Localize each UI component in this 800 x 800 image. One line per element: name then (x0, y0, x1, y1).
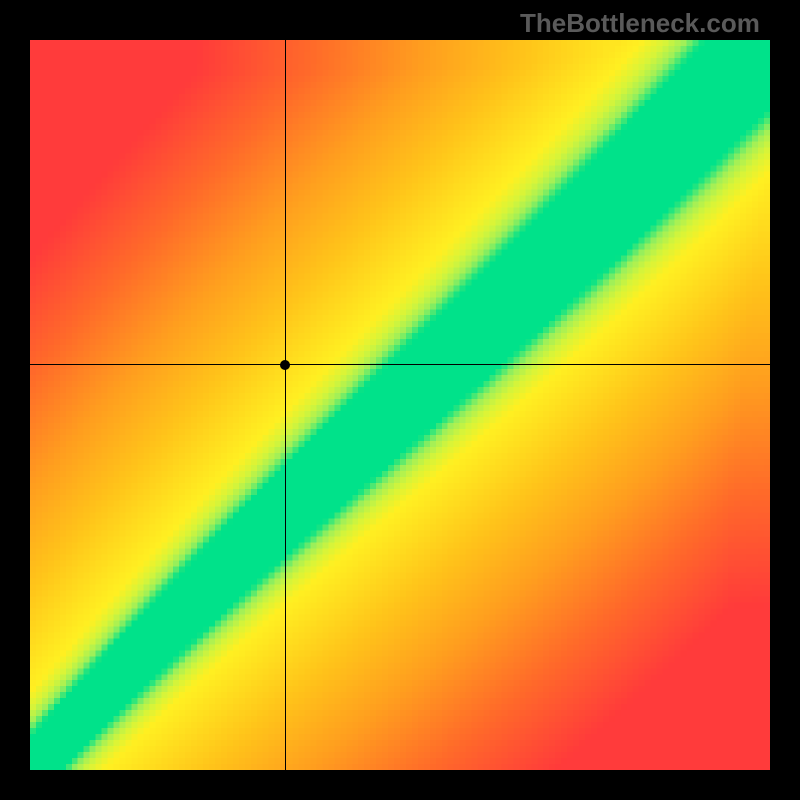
heatmap-canvas (30, 40, 770, 770)
heatmap-plot-area (30, 40, 770, 770)
crosshair-horizontal-line (30, 364, 770, 365)
crosshair-vertical-line (285, 40, 286, 770)
watermark-text: TheBottleneck.com (520, 8, 760, 39)
